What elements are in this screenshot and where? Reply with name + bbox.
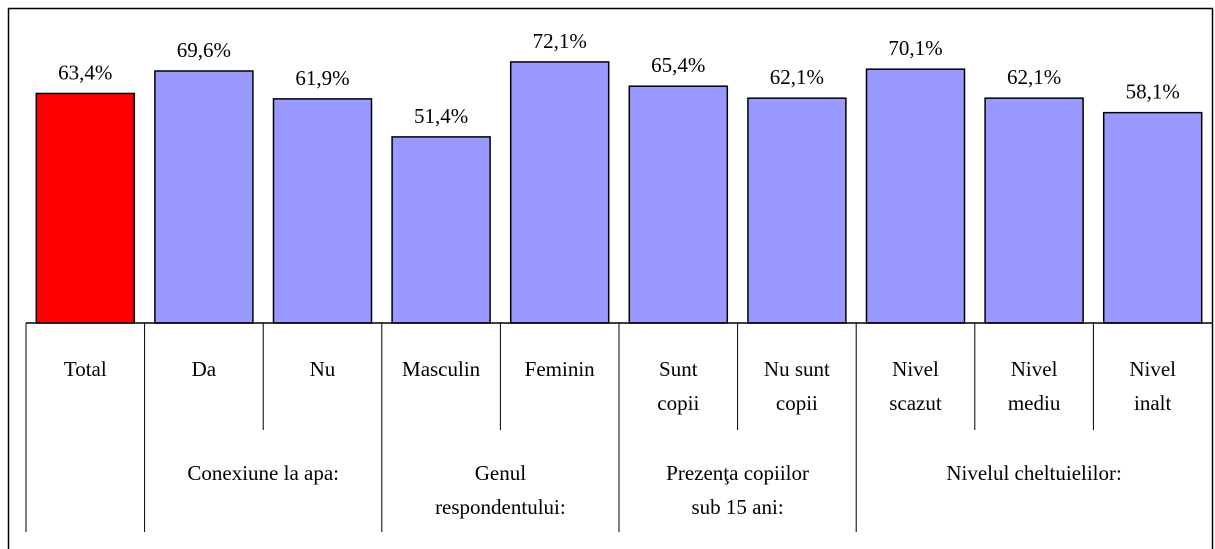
category-label-box: Total: [26, 352, 145, 386]
group-label: Genul respondentului:: [435, 461, 566, 519]
value-label: 58,1%: [1126, 80, 1180, 104]
group-label-box: Nivelul cheltuielilor:: [856, 456, 1212, 490]
group-label: Prezenţa copiilor sub 15 ani:: [666, 461, 810, 519]
bar: [509, 61, 610, 324]
bar: [35, 92, 136, 324]
value-label: 72,1%: [533, 29, 587, 53]
group-label-box: Prezenţa copiilor sub 15 ani:: [619, 456, 856, 524]
category-label-box: Sunt copii: [619, 352, 738, 420]
category-label-box: Nivel scazut: [856, 352, 975, 420]
value-label: 62,1%: [770, 65, 824, 89]
category-label: Nivel mediu: [1007, 357, 1061, 415]
category-label: Sunt copii: [657, 357, 700, 415]
category-label-box: Masculin: [382, 352, 501, 386]
bar: [628, 85, 729, 324]
bar: [747, 97, 847, 324]
value-label: 70,1%: [888, 36, 942, 60]
category-label: Feminin: [524, 357, 595, 381]
category-label: Nivel scazut: [889, 357, 942, 415]
bar: [391, 136, 491, 324]
category-label-box: Nu sunt copii: [738, 352, 857, 420]
bar: [154, 70, 254, 324]
bar: [272, 98, 373, 324]
category-label: Masculin: [402, 357, 481, 381]
value-label: 65,4%: [651, 53, 705, 77]
value-label: 51,4%: [414, 104, 468, 128]
category-label: Nivel inalt: [1129, 357, 1177, 415]
bar: [1102, 111, 1203, 324]
category-label: Total: [63, 357, 107, 381]
group-label-box: Genul respondentului:: [382, 456, 619, 524]
bar: [984, 97, 1084, 324]
group-label-box: Conexiune la apa:: [145, 456, 382, 490]
category-label: Da: [191, 357, 217, 381]
group-label: Nivelul cheltuielilor:: [946, 461, 1122, 485]
value-label: 63,4%: [58, 60, 112, 84]
category-label-box: Nivel mediu: [975, 352, 1094, 420]
value-label: 69,6%: [177, 38, 231, 62]
bar: [865, 68, 966, 324]
group-label: Conexiune la apa:: [187, 461, 339, 485]
category-label-box: Nu: [263, 352, 382, 386]
category-label-box: Da: [145, 352, 264, 386]
category-label: Nu sunt copii: [763, 357, 830, 415]
category-label-box: Nivel inalt: [1093, 352, 1212, 420]
category-label: Nu: [309, 357, 336, 381]
category-label-box: Feminin: [500, 352, 619, 386]
value-label: 62,1%: [1007, 65, 1061, 89]
value-label: 61,9%: [295, 66, 349, 90]
